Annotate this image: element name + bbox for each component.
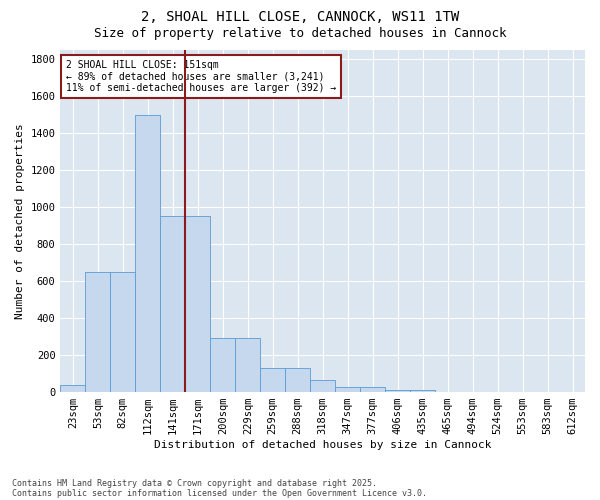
Bar [85, 272, 110, 392]
Text: Contains public sector information licensed under the Open Government Licence v3: Contains public sector information licen… [12, 488, 427, 498]
Bar [136, 114, 160, 392]
Bar [360, 388, 385, 392]
Bar [210, 338, 235, 392]
Bar [260, 368, 285, 392]
Bar [235, 338, 260, 392]
Text: Contains HM Land Registry data © Crown copyright and database right 2025.: Contains HM Land Registry data © Crown c… [12, 478, 377, 488]
X-axis label: Distribution of detached houses by size in Cannock: Distribution of detached houses by size … [154, 440, 491, 450]
Bar [110, 272, 136, 392]
Bar [185, 216, 210, 392]
Bar [335, 388, 360, 392]
Bar [61, 384, 85, 392]
Bar [160, 216, 185, 392]
Bar [310, 380, 335, 392]
Text: Size of property relative to detached houses in Cannock: Size of property relative to detached ho… [94, 28, 506, 40]
Y-axis label: Number of detached properties: Number of detached properties [15, 123, 25, 319]
Text: 2, SHOAL HILL CLOSE, CANNOCK, WS11 1TW: 2, SHOAL HILL CLOSE, CANNOCK, WS11 1TW [141, 10, 459, 24]
Text: 2 SHOAL HILL CLOSE: 151sqm
← 89% of detached houses are smaller (3,241)
11% of s: 2 SHOAL HILL CLOSE: 151sqm ← 89% of deta… [65, 60, 336, 94]
Bar [410, 390, 435, 392]
Bar [385, 390, 410, 392]
Bar [285, 368, 310, 392]
